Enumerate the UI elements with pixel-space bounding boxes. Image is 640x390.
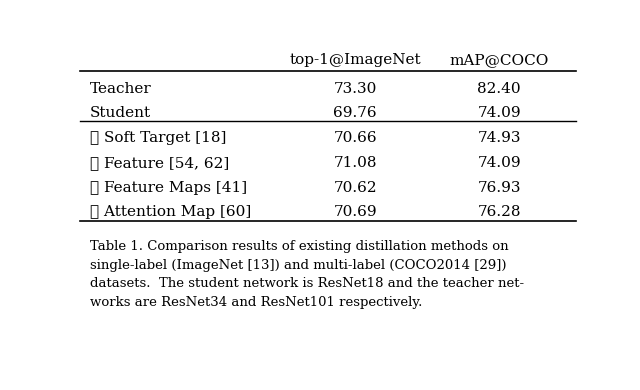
Text: 69.76: 69.76 — [333, 106, 377, 121]
Text: 74.09: 74.09 — [477, 106, 521, 121]
Text: mAP@COCO: mAP@COCO — [449, 53, 549, 67]
Text: ③ Feature Maps [41]: ③ Feature Maps [41] — [90, 181, 247, 195]
Text: 74.09: 74.09 — [477, 156, 521, 170]
Text: Teacher: Teacher — [90, 82, 152, 96]
Text: Student: Student — [90, 106, 151, 121]
Text: 70.69: 70.69 — [333, 205, 377, 219]
Text: 76.28: 76.28 — [477, 205, 521, 219]
Text: top-1@ImageNet: top-1@ImageNet — [289, 53, 421, 67]
Text: 74.93: 74.93 — [477, 131, 521, 145]
Text: 73.30: 73.30 — [333, 82, 377, 96]
Text: ① Soft Target [18]: ① Soft Target [18] — [90, 131, 227, 145]
Text: Table 1. Comparison results of existing distillation methods on
single-label (Im: Table 1. Comparison results of existing … — [90, 240, 524, 309]
Text: 76.93: 76.93 — [477, 181, 521, 195]
Text: ② Feature [54, 62]: ② Feature [54, 62] — [90, 156, 229, 170]
Text: ④ Attention Map [60]: ④ Attention Map [60] — [90, 205, 251, 219]
Text: 71.08: 71.08 — [333, 156, 377, 170]
Text: 70.66: 70.66 — [333, 131, 377, 145]
Text: 82.40: 82.40 — [477, 82, 521, 96]
Text: 70.62: 70.62 — [333, 181, 377, 195]
